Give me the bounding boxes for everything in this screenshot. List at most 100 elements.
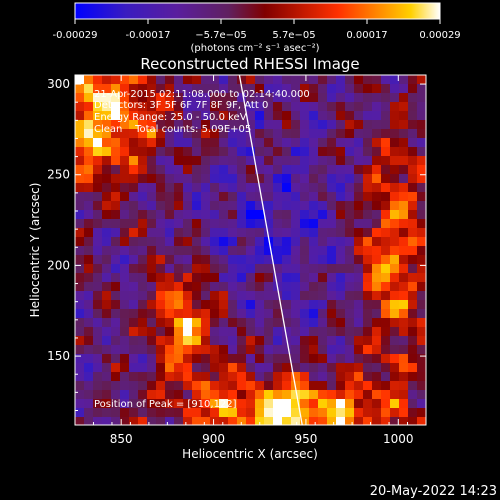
heatmap-cell [192, 372, 202, 382]
heatmap-cell [183, 264, 193, 274]
heatmap-cell [237, 264, 247, 274]
heatmap-cell [336, 354, 346, 364]
heatmap-cell [300, 219, 310, 229]
heatmap-cell [147, 174, 157, 184]
heatmap-cell [138, 174, 148, 184]
heatmap-cell [417, 111, 426, 121]
heatmap-cell [282, 381, 292, 391]
heatmap-cell [93, 390, 103, 400]
heatmap-cell [381, 246, 391, 256]
heatmap-cell [417, 237, 426, 247]
heatmap-cell [93, 273, 103, 283]
heatmap-cell [354, 129, 364, 139]
heatmap-cell [327, 282, 337, 292]
heatmap-cell [201, 147, 211, 157]
heatmap-cell [417, 246, 426, 256]
heatmap-cell [318, 75, 328, 85]
heatmap-cell [156, 345, 166, 355]
annotation-detectors: Detectors: 3F 5F 6F 7F 8F 9F, Att 0 [94, 100, 268, 111]
heatmap-cell [210, 399, 220, 409]
heatmap-cell [318, 138, 328, 148]
heatmap-cell [183, 372, 193, 382]
heatmap-cell [219, 165, 229, 175]
heatmap-cell [318, 201, 328, 211]
heatmap-cell [174, 381, 184, 391]
heatmap-cell [192, 255, 202, 265]
heatmap-cell [102, 300, 112, 310]
heatmap-cell [255, 345, 265, 355]
heatmap-cell [408, 300, 418, 310]
heatmap-cell [93, 381, 103, 391]
heatmap-cell [219, 246, 229, 256]
heatmap-cell [336, 345, 346, 355]
heatmap-cell [120, 318, 130, 328]
heatmap-cell [390, 354, 400, 364]
heatmap-cell [183, 273, 193, 283]
heatmap-cell [237, 255, 247, 265]
heatmap-cell [255, 84, 265, 94]
heatmap-cell [219, 111, 229, 121]
heatmap-cell [75, 309, 85, 319]
heatmap-cell [192, 201, 202, 211]
heatmap-cell [363, 174, 373, 184]
heatmap-cell [336, 147, 346, 157]
heatmap-cell [282, 327, 292, 337]
heatmap-cell [264, 93, 274, 103]
heatmap-cell [309, 120, 319, 130]
heatmap-cell [75, 381, 85, 391]
heatmap-cell [138, 327, 148, 337]
heatmap-cell [165, 138, 175, 148]
heatmap-cell [291, 147, 301, 157]
heatmap-cell [372, 192, 382, 202]
heatmap-cell [183, 174, 193, 184]
heatmap-cell [318, 255, 328, 265]
heatmap-cell [138, 210, 148, 220]
heatmap-cell [183, 300, 193, 310]
heatmap-cell [309, 255, 319, 265]
heatmap-cell [363, 408, 373, 418]
heatmap-cell [129, 363, 139, 373]
heatmap-cell [156, 183, 166, 193]
heatmap-cell [138, 192, 148, 202]
heatmap-cell [327, 165, 337, 175]
heatmap-cell [156, 165, 166, 175]
heatmap-cell [273, 138, 283, 148]
heatmap-cell [372, 255, 382, 265]
heatmap-cell [120, 282, 130, 292]
heatmap-cell [372, 201, 382, 211]
heatmap-cell [336, 75, 346, 85]
heatmap-cell [291, 228, 301, 238]
heatmap-cell [138, 273, 148, 283]
heatmap-cell [300, 381, 310, 391]
heatmap-cell [192, 156, 202, 166]
heatmap-cell [129, 210, 139, 220]
heatmap-cell [129, 417, 139, 425]
heatmap-cell [129, 228, 139, 238]
heatmap-cell [156, 408, 166, 418]
heatmap-cell [147, 219, 157, 229]
heatmap-cell [255, 408, 265, 418]
heatmap-cell [156, 210, 166, 220]
heatmap-cell [282, 291, 292, 301]
heatmap-cell [399, 237, 409, 247]
heatmap-cell [228, 381, 238, 391]
heatmap-cell [255, 354, 265, 364]
heatmap-cell [246, 138, 256, 148]
heatmap-cell [327, 381, 337, 391]
heatmap-cell [255, 417, 265, 425]
heatmap-cell [246, 327, 256, 337]
heatmap-cell [219, 381, 229, 391]
heatmap-cell [381, 417, 391, 425]
heatmap-cell [336, 138, 346, 148]
heatmap-cell [228, 363, 238, 373]
heatmap-cell [183, 354, 193, 364]
heatmap-cell [417, 129, 426, 139]
heatmap-cell [129, 156, 139, 166]
heatmap-cell [345, 183, 355, 193]
heatmap-cell [120, 273, 130, 283]
heatmap-cell [246, 309, 256, 319]
heatmap-cell [336, 228, 346, 238]
heatmap-cell [399, 363, 409, 373]
heatmap-cell [219, 399, 229, 409]
heatmap-cell [273, 372, 283, 382]
